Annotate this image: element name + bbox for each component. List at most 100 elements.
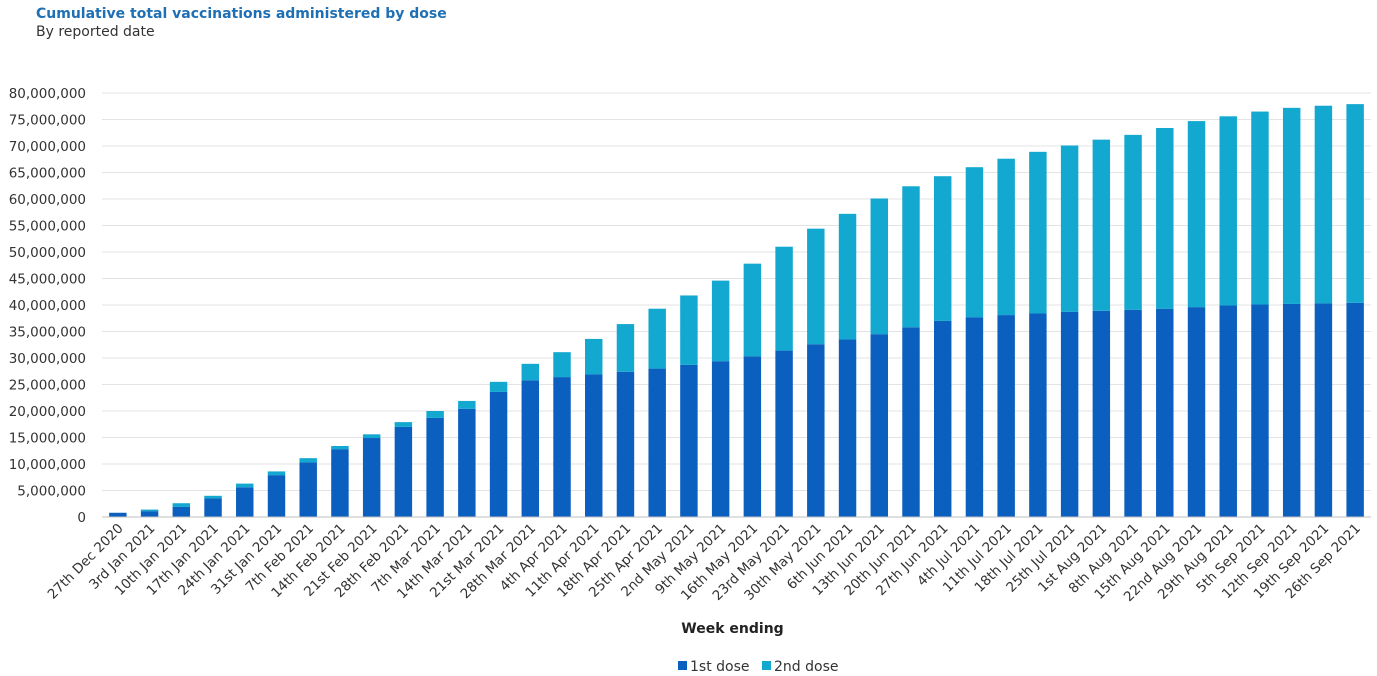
bar-second-dose bbox=[140, 509, 159, 512]
chart-subtitle: By reported date bbox=[36, 24, 155, 40]
bar-first-dose bbox=[1219, 305, 1237, 517]
x-axis-label: Week ending bbox=[681, 621, 783, 637]
bar-second-dose bbox=[616, 324, 635, 372]
bar-first-dose bbox=[807, 344, 825, 517]
bar-first-dose bbox=[1029, 313, 1047, 517]
bar-second-dose bbox=[1156, 127, 1174, 309]
bar-second-dose bbox=[521, 363, 540, 381]
y-tick-label: 75,000,000 bbox=[9, 113, 86, 129]
bar-second-dose bbox=[680, 295, 698, 365]
legend-label-first-dose: 1st dose bbox=[690, 659, 750, 675]
bar-second-dose bbox=[1314, 105, 1333, 304]
bar-second-dose bbox=[458, 400, 476, 409]
bar-second-dose bbox=[362, 434, 381, 439]
bar-second-dose bbox=[965, 167, 984, 318]
bar-first-dose bbox=[585, 374, 603, 517]
bar-second-dose bbox=[1251, 111, 1269, 305]
bar-first-dose bbox=[299, 462, 317, 517]
bar-first-dose bbox=[1060, 311, 1079, 517]
y-tick-label: 80,000,000 bbox=[9, 86, 86, 102]
bar-first-dose bbox=[838, 339, 857, 517]
bar-second-dose bbox=[489, 381, 508, 392]
bar-first-dose bbox=[965, 317, 984, 517]
y-tick-label: 40,000,000 bbox=[9, 298, 86, 314]
legend-swatch-second-dose bbox=[762, 661, 771, 670]
bar-second-dose bbox=[743, 263, 762, 357]
bar-second-dose bbox=[172, 503, 191, 507]
bar-second-dose bbox=[204, 495, 222, 499]
y-tick-label: 20,000,000 bbox=[9, 404, 86, 420]
bar-first-dose bbox=[1124, 309, 1142, 517]
y-tick-label: 25,000,000 bbox=[9, 378, 86, 394]
bar-second-dose bbox=[331, 445, 349, 450]
bar-first-dose bbox=[648, 368, 666, 517]
bar-first-dose bbox=[109, 512, 127, 517]
bar-first-dose bbox=[394, 426, 413, 517]
bar-second-dose bbox=[648, 308, 666, 369]
bar-second-dose bbox=[394, 422, 413, 427]
bar-second-dose bbox=[933, 176, 952, 321]
bar-second-dose bbox=[585, 338, 603, 375]
bar-second-dose bbox=[870, 198, 888, 335]
bar-first-dose bbox=[553, 377, 571, 517]
bar-first-dose bbox=[775, 350, 793, 517]
y-tick-label: 15,000,000 bbox=[9, 431, 86, 447]
bar-second-dose bbox=[426, 411, 444, 418]
bar-second-dose bbox=[553, 352, 571, 378]
bar-first-dose bbox=[204, 498, 222, 517]
y-tick-label: 55,000,000 bbox=[9, 219, 86, 235]
gridlines bbox=[102, 92, 1371, 491]
y-tick-label: 5,000,000 bbox=[17, 484, 86, 500]
chart-title: Cumulative total vaccinations administer… bbox=[36, 6, 447, 22]
bar-first-dose bbox=[902, 327, 920, 517]
y-tick-label: 0 bbox=[77, 510, 86, 526]
bar-first-dose bbox=[1156, 308, 1174, 517]
y-tick-label: 35,000,000 bbox=[9, 325, 86, 341]
bar-second-dose bbox=[807, 228, 825, 345]
y-tick-label: 65,000,000 bbox=[9, 166, 86, 182]
legend-label-second-dose: 2nd dose bbox=[774, 659, 838, 675]
bar-second-dose bbox=[997, 158, 1015, 316]
bar-second-dose bbox=[1187, 121, 1206, 308]
bar-second-dose bbox=[236, 483, 254, 488]
bar-first-dose bbox=[140, 511, 159, 517]
bar-first-dose bbox=[1187, 307, 1206, 517]
y-tick-label: 45,000,000 bbox=[9, 272, 86, 288]
bar-first-dose bbox=[362, 438, 381, 517]
bar-first-dose bbox=[997, 315, 1015, 517]
bar-first-dose bbox=[870, 334, 888, 517]
bar-second-dose bbox=[1029, 151, 1047, 314]
bar-second-dose bbox=[1346, 104, 1364, 303]
y-axis-ticks: 0 5,000,000 10,000,000 15,000,000 20,000,000… bbox=[9, 86, 86, 526]
bar-second-dose bbox=[299, 458, 317, 463]
bar-first-dose bbox=[331, 449, 349, 517]
bar-first-dose bbox=[1251, 304, 1269, 517]
bar-first-dose bbox=[172, 506, 191, 517]
bar-first-dose bbox=[616, 371, 635, 517]
bar-first-dose bbox=[933, 320, 952, 517]
bar-first-dose bbox=[1314, 303, 1333, 517]
bar-second-dose bbox=[1060, 145, 1079, 312]
bar-first-dose bbox=[1282, 303, 1301, 517]
bar-first-dose bbox=[489, 391, 508, 517]
y-tick-label: 30,000,000 bbox=[9, 351, 86, 367]
legend: 1st dose 2nd dose bbox=[678, 659, 838, 675]
bar-second-dose bbox=[267, 471, 286, 476]
bar-second-dose bbox=[1124, 134, 1142, 310]
bar-first-dose bbox=[711, 361, 730, 517]
bar-second-dose bbox=[775, 246, 793, 351]
y-tick-label: 60,000,000 bbox=[9, 192, 86, 208]
bar-first-dose bbox=[1092, 310, 1111, 517]
y-tick-label: 50,000,000 bbox=[9, 245, 86, 261]
bar-second-dose bbox=[1219, 116, 1237, 306]
bars bbox=[109, 104, 1364, 517]
bar-second-dose bbox=[1282, 107, 1301, 304]
bar-first-dose bbox=[236, 487, 254, 517]
bar-first-dose bbox=[426, 417, 444, 517]
y-tick-label: 10,000,000 bbox=[9, 457, 86, 473]
bar-second-dose bbox=[711, 280, 730, 362]
bar-second-dose bbox=[838, 213, 857, 340]
bar-second-dose bbox=[1092, 139, 1111, 311]
